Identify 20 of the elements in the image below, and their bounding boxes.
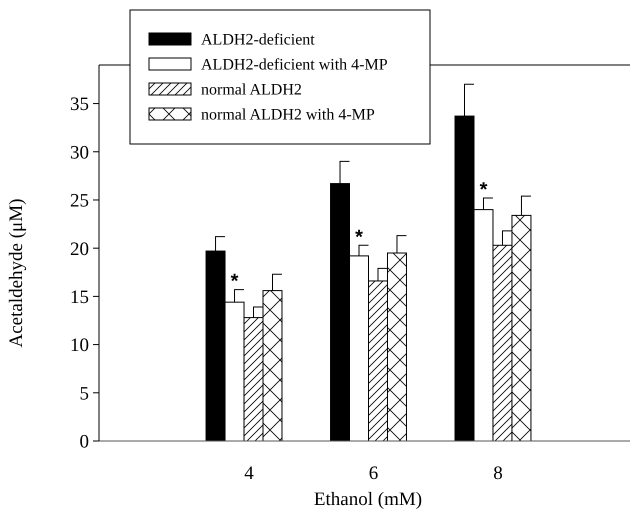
legend-label: ALDH2-deficient (201, 32, 316, 49)
annotation: * (480, 179, 488, 202)
y-axis-title: Acetaldehyde (μM) (6, 198, 27, 348)
x-axis-title: Ethanol (mM) (314, 489, 422, 510)
y-tick-label: 5 (80, 383, 89, 404)
y-tick-label: 20 (70, 238, 89, 260)
annotation: * (355, 226, 364, 248)
legend-label: normal ALDH2 (201, 82, 302, 99)
y-tick-label: 35 (70, 94, 89, 116)
y-tick-label: 15 (70, 287, 89, 308)
y-tick-label: 25 (70, 190, 89, 212)
y-tick-label: 10 (70, 335, 89, 356)
x-tick-label: 6 (368, 463, 378, 484)
x-tick-label: 8 (493, 463, 503, 484)
y-tick-label: 30 (70, 142, 89, 164)
legend-label: ALDH2-deficient with 4-MP (201, 56, 388, 74)
x-tick-label: 4 (244, 463, 254, 484)
annotation: * (230, 270, 239, 293)
y-tick-label: 0 (80, 432, 89, 453)
legend-label: normal ALDH2 with 4-MP (201, 106, 375, 124)
